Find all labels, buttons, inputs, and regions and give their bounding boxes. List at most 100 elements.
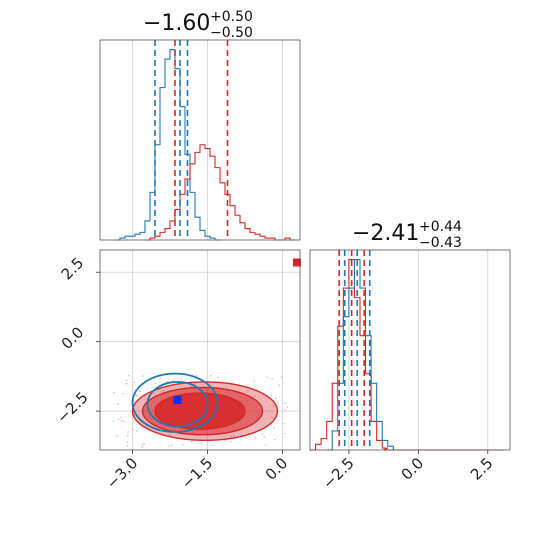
hist-x-frame	[99, 39, 301, 241]
hist-y-x-tick-label: 2.5	[467, 454, 497, 484]
scatter-point	[266, 376, 268, 379]
hist-x-step-blue	[115, 48, 220, 241]
scatter-point	[253, 380, 256, 382]
scatter-point	[136, 430, 138, 432]
scatter-point	[142, 443, 144, 446]
hist-y-panel	[309, 249, 511, 454]
scatter-point	[142, 375, 144, 377]
scatter-point	[211, 444, 214, 447]
scatter-point	[264, 444, 267, 446]
scatter-point	[272, 405, 275, 407]
scatter-point	[125, 382, 128, 385]
scatter-point	[195, 374, 198, 377]
hist-y-frame	[309, 249, 511, 451]
scatter-x-tick-label: −1.5	[178, 454, 216, 492]
scatter-point	[168, 444, 170, 447]
scatter-point	[193, 383, 196, 386]
hist-y-x-tick-label: −2.5	[319, 454, 357, 492]
scatter-point	[122, 392, 125, 395]
scatter-point	[180, 378, 183, 380]
scatter-point	[271, 377, 273, 380]
scatter-point	[127, 374, 130, 377]
scatter-point	[283, 422, 286, 425]
scatter-point	[230, 435, 232, 437]
scatter-point	[209, 374, 212, 377]
scatter-point	[126, 441, 129, 444]
scatter-point	[118, 418, 120, 420]
hist-x-panel	[99, 39, 301, 241]
scatter-panel	[96, 249, 301, 454]
scatter-point	[263, 435, 266, 438]
scatter-point	[253, 395, 256, 397]
scatter-point	[135, 395, 138, 397]
scatter-point	[116, 435, 118, 437]
scatter-point	[246, 389, 249, 392]
hist-y-x-tick-labels: −2.5 0.0 2.5	[319, 454, 496, 492]
scatter-point	[284, 402, 287, 405]
scatter-point	[217, 376, 220, 379]
hist-x-step-red	[145, 144, 295, 241]
scatter-x-tick-label: −3.0	[103, 454, 141, 492]
scatter-point	[127, 431, 129, 433]
scatter-point	[226, 386, 228, 389]
scatter-point	[121, 419, 123, 422]
hist-x-title-upper: +0.50	[210, 9, 253, 25]
hist-y-title-upper: +0.44	[419, 219, 462, 235]
scatter-frame	[99, 249, 301, 451]
scatter-point	[159, 377, 162, 379]
scatter-point	[144, 398, 147, 401]
scatter-y-tick-label: −2.5	[53, 388, 91, 426]
scatter-point	[280, 376, 283, 378]
scatter-point	[261, 433, 263, 436]
scatter-point	[154, 382, 157, 385]
scatter-point	[123, 420, 125, 423]
marker-red	[293, 258, 301, 267]
scatter-x-tick-labels: −3.0 −1.5 0.0	[103, 454, 291, 492]
scatter-y-tick-label: 0.0	[58, 323, 88, 353]
scatter-point	[274, 397, 277, 400]
scatter-point	[245, 436, 248, 439]
scatter-point	[126, 379, 128, 382]
scatter-point	[171, 444, 173, 447]
scatter-point	[133, 381, 135, 384]
scatter-point	[271, 416, 273, 419]
scatter-point	[160, 391, 162, 393]
red-density-contour	[154, 392, 246, 430]
scatter-point	[230, 440, 232, 443]
hist-y-x-tick-label: 0.0	[398, 454, 428, 484]
scatter-point	[277, 401, 279, 404]
scatter-point	[126, 444, 129, 447]
scatter-point	[200, 442, 203, 445]
hist-y-title: −2.41	[352, 221, 419, 246]
scatter-point	[143, 442, 146, 445]
scatter-point	[127, 434, 129, 437]
blue-density-contour	[131, 372, 219, 433]
scatter-point	[273, 427, 275, 429]
scatter-point	[139, 390, 141, 393]
scatter-point	[117, 403, 119, 405]
scatter-point	[153, 386, 155, 389]
hist-x-title-lower: −0.50	[210, 25, 253, 41]
scatter-point	[181, 444, 184, 446]
scatter-y-tick-labels: 2.5 0.0 −2.5	[53, 254, 91, 427]
scatter-point	[190, 385, 193, 388]
hist-y-title-lower: −0.43	[419, 235, 462, 251]
scatter-point	[233, 434, 236, 436]
scatter-point	[224, 440, 226, 442]
scatter-point	[283, 432, 286, 435]
scatter-point	[162, 389, 165, 392]
scatter-y-tick-label: 2.5	[58, 254, 88, 284]
scatter-point	[120, 416, 122, 419]
scatter-point	[270, 394, 273, 396]
scatter-point	[132, 428, 135, 431]
scatter-point	[166, 380, 169, 383]
scatter-point	[113, 391, 115, 394]
scatter-point	[253, 436, 256, 439]
blue-density-contour	[146, 381, 209, 428]
scatter-point	[284, 409, 287, 411]
marker-blue	[173, 396, 182, 404]
scatter-point	[273, 438, 276, 441]
scatter-point	[172, 379, 175, 381]
scatter-point	[112, 420, 115, 423]
